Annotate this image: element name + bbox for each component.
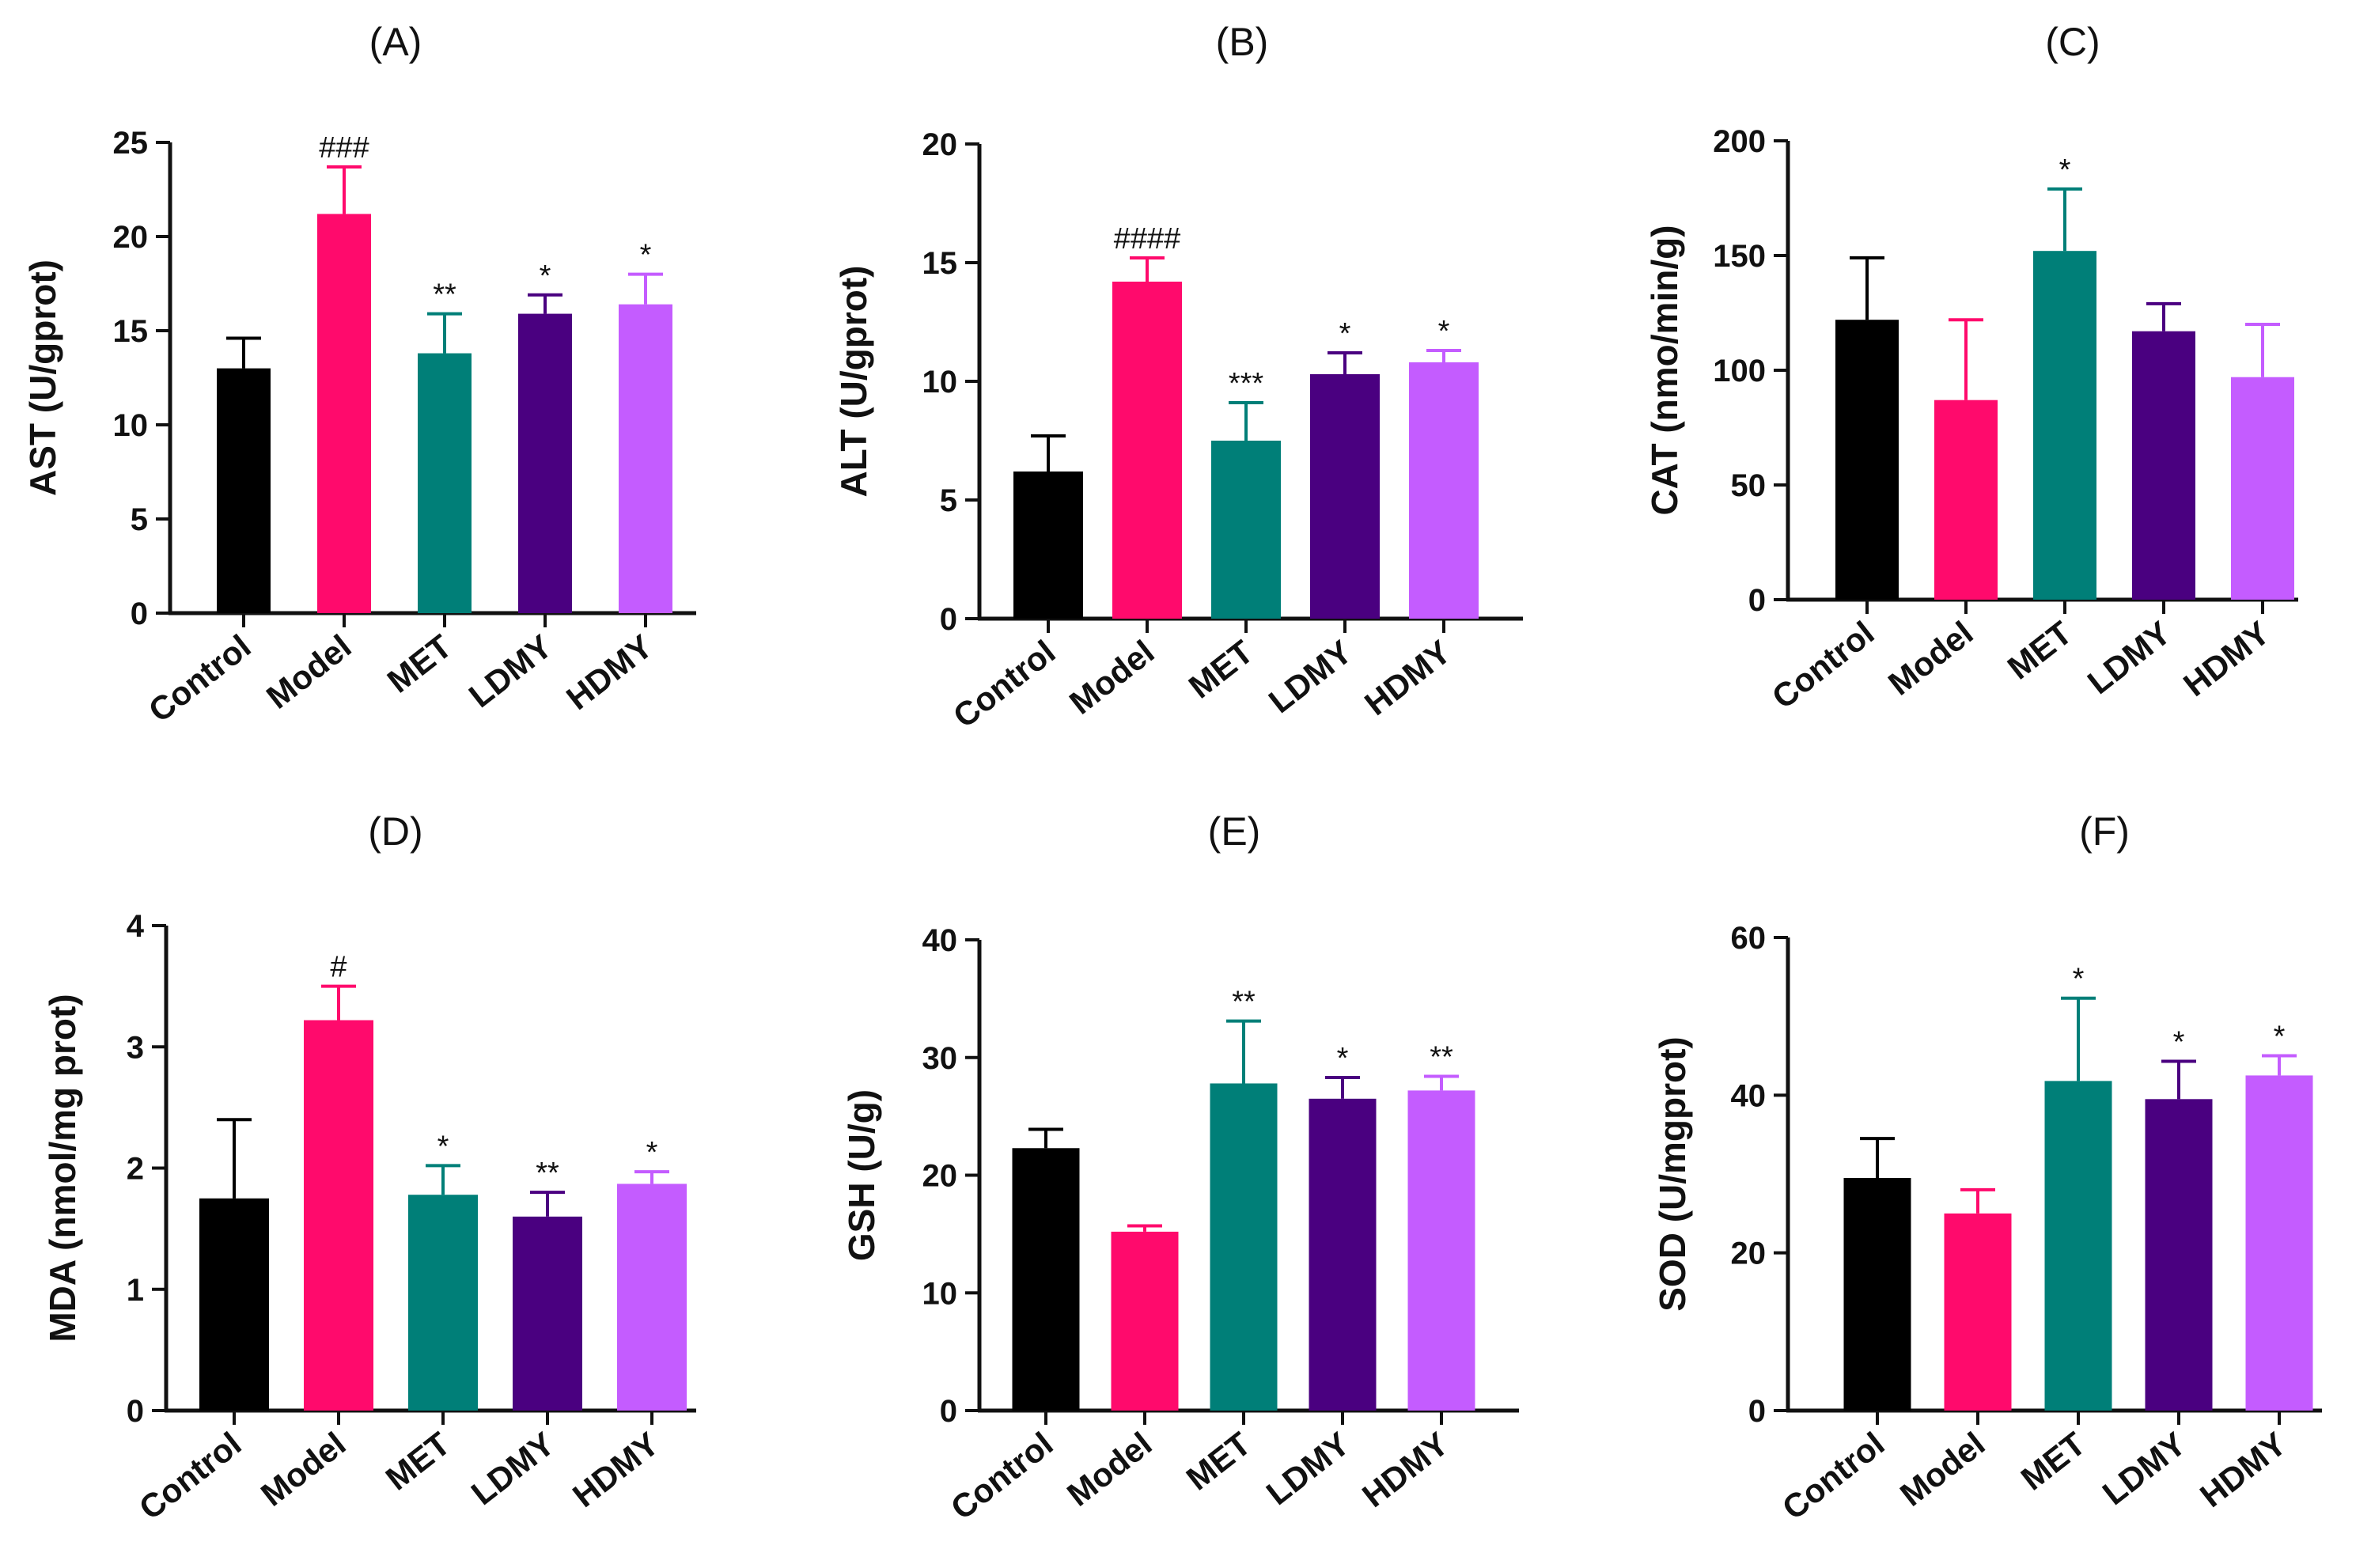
bar-ldmy (1310, 374, 1380, 619)
significance-hdmy: * (640, 239, 652, 272)
bar-model (1944, 1213, 2012, 1411)
bar-control (1835, 320, 1899, 600)
y-axis-label: GSH (U/g) (841, 1089, 882, 1261)
panel-title: (A) (369, 20, 422, 64)
y-tick-label: 3 (127, 1030, 144, 1065)
y-axis-label: ALT (U/gprot) (833, 266, 874, 498)
significance-ldmy: * (1337, 1042, 1349, 1075)
bar-hdmy (617, 1184, 687, 1411)
y-tick-label: 20 (922, 127, 958, 162)
y-tick-label: 40 (922, 923, 958, 958)
panel-title: (D) (368, 809, 422, 854)
y-tick-label: 0 (940, 1394, 957, 1429)
significance-hdmy: ** (1430, 1041, 1453, 1074)
bar-control (199, 1198, 269, 1411)
y-tick-label: 0 (131, 597, 148, 631)
y-axis-label: AST (U/gprot) (22, 259, 63, 496)
bar-met (1210, 1083, 1278, 1411)
bar-met (2044, 1081, 2112, 1411)
y-tick-label: 15 (922, 246, 958, 281)
bar-met (418, 353, 472, 613)
significance-ldmy: * (2173, 1025, 2185, 1059)
bar-model (1112, 282, 1182, 619)
y-tick-label: 15 (113, 314, 149, 349)
y-tick-label: 20 (113, 220, 149, 255)
y-tick-label: 40 (1731, 1078, 1767, 1113)
bar-control (217, 368, 271, 613)
significance-met: *** (1229, 367, 1264, 400)
bar-ldmy (513, 1216, 582, 1411)
y-tick-label: 50 (1731, 468, 1767, 503)
bar-hdmy (1409, 362, 1479, 619)
significance-met: * (2059, 153, 2071, 187)
y-tick-label: 4 (127, 909, 145, 944)
significance-met: ** (433, 278, 456, 312)
y-tick-label: 100 (1713, 354, 1766, 388)
significance-met: ** (1232, 986, 1256, 1019)
bar-hdmy (619, 304, 672, 613)
significance-ldmy: * (540, 259, 551, 293)
panel-title: (B) (1216, 20, 1269, 64)
bar-model (1111, 1231, 1179, 1411)
bar-control (1843, 1177, 1911, 1411)
bar-model (304, 1020, 373, 1411)
y-tick-label: 25 (113, 126, 149, 161)
y-tick-label: 150 (1713, 239, 1766, 274)
significance-model: #### (1114, 222, 1181, 256)
bar-met (408, 1195, 478, 1411)
y-tick-label: 20 (922, 1159, 958, 1194)
significance-hdmy: * (1438, 315, 1450, 348)
bar-hdmy (2231, 377, 2294, 600)
significance-model: # (330, 951, 347, 984)
panel-title: (C) (2045, 20, 2100, 64)
bar-control (1012, 1148, 1080, 1411)
bar-ldmy (2145, 1099, 2213, 1411)
y-tick-label: 10 (113, 408, 149, 443)
bar-model (317, 214, 371, 613)
bar-hdmy (1407, 1090, 1475, 1411)
y-tick-label: 30 (922, 1041, 958, 1076)
y-tick-label: 5 (940, 483, 957, 518)
bar-ldmy (1309, 1098, 1377, 1411)
y-tick-label: 0 (940, 602, 957, 637)
bar-met (2033, 251, 2096, 600)
y-tick-label: 0 (1748, 583, 1766, 618)
panel-title: (F) (2079, 809, 2130, 854)
bar-model (1934, 400, 1998, 600)
y-axis-label: SOD (U/mgprot) (1652, 1036, 1693, 1312)
bar-ldmy (2132, 331, 2195, 600)
y-tick-label: 60 (1731, 921, 1767, 956)
y-tick-label: 20 (1731, 1237, 1767, 1271)
y-axis-label: MDA (nmol/mg prot) (42, 994, 83, 1342)
panel-title: (E) (1208, 809, 1261, 854)
y-axis-label: CAT (nmo/min/g) (1644, 225, 1685, 515)
y-tick-label: 10 (922, 365, 958, 400)
significance-hdmy: * (2274, 1021, 2286, 1054)
significance-met: * (2073, 963, 2085, 996)
significance-met: * (437, 1130, 449, 1163)
y-tick-label: 0 (127, 1394, 144, 1429)
y-tick-label: 10 (922, 1276, 958, 1311)
y-tick-label: 200 (1713, 124, 1766, 159)
bar-met (1211, 441, 1281, 619)
significance-ldmy: ** (536, 1157, 559, 1190)
bar-control (1013, 472, 1083, 619)
y-tick-label: 2 (127, 1152, 144, 1187)
significance-ldmy: * (1339, 317, 1351, 350)
y-tick-label: 0 (1748, 1394, 1766, 1429)
bar-hdmy (2245, 1075, 2313, 1411)
significance-model: ### (319, 131, 369, 165)
y-tick-label: 1 (127, 1273, 144, 1308)
bar-ldmy (518, 313, 572, 613)
significance-hdmy: * (646, 1136, 658, 1169)
y-tick-label: 5 (131, 502, 148, 537)
